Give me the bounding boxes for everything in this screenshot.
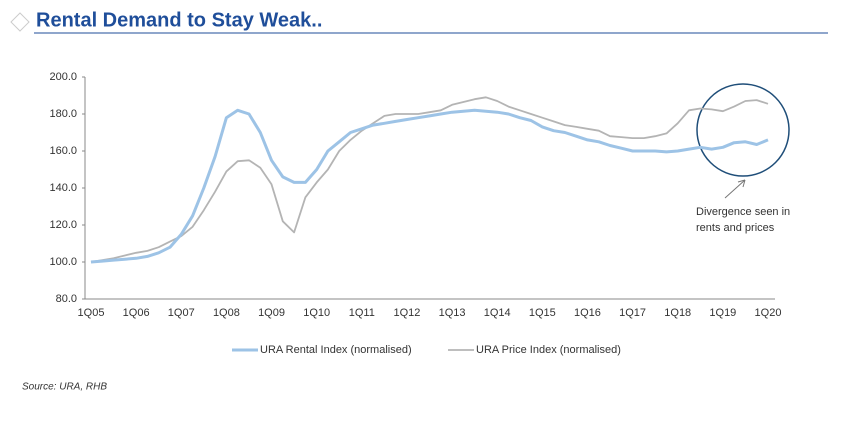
arrow-head [737, 179, 746, 188]
legend-label: URA Price Index (normalised) [476, 344, 621, 356]
x-tick-label: 1Q08 [213, 307, 240, 319]
x-tick-label: 1Q10 [303, 307, 330, 319]
x-tick-label: 1Q06 [123, 307, 150, 319]
legend-label: URA Rental Index (normalised) [260, 344, 412, 356]
x-tick-label: 1Q09 [258, 307, 285, 319]
y-tick-label: 140.0 [49, 182, 77, 194]
diamond-icon [10, 12, 30, 32]
series-line [90, 108, 769, 264]
annotation: Divergence seen in [696, 206, 790, 218]
x-tick-label: 1Q20 [755, 307, 782, 319]
y-tick-label: 160.0 [49, 145, 77, 157]
x-tick-label: 1Q07 [168, 307, 195, 319]
x-tick-label: 1Q14 [484, 307, 511, 319]
x-tick-label: 1Q11 [349, 307, 375, 319]
y-tick-label: 80.0 [56, 293, 77, 305]
x-tick-label: 1Q15 [529, 307, 556, 319]
x-tick-label: 1Q12 [393, 307, 420, 319]
y-tick-label: 200.0 [49, 71, 77, 83]
x-tick-label: 1Q18 [664, 307, 691, 319]
series-line [90, 96, 769, 263]
annotation-arrow [724, 179, 746, 199]
annotation: rents and prices [696, 222, 775, 234]
x-tick-label: 1Q16 [574, 307, 601, 319]
y-tick-label: 180.0 [49, 108, 77, 120]
highlight-circle [696, 83, 790, 177]
x-tick-label: 1Q19 [709, 307, 736, 319]
y-tick-label: 100.0 [49, 256, 77, 268]
x-tick-label: 1Q05 [78, 307, 105, 319]
x-tick-label: 1Q13 [439, 307, 466, 319]
source: Source: URA, RHB [22, 382, 107, 393]
x-tick-label: 1Q17 [619, 307, 646, 319]
y-tick-label: 120.0 [49, 219, 77, 231]
slide-title: Rental Demand to Stay Weak.. [36, 9, 322, 31]
